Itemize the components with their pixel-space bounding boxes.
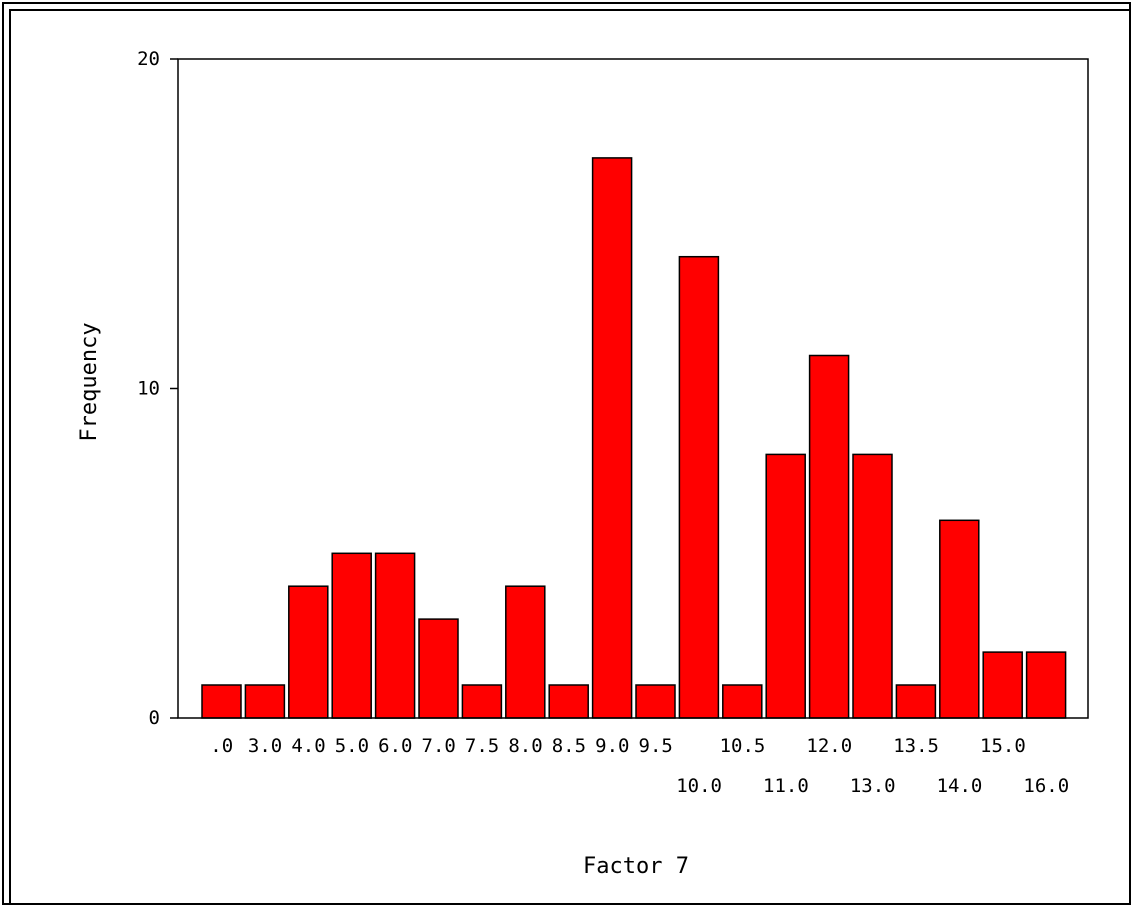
x-tick-label: 9.0 — [595, 735, 629, 757]
x-tick-label: .0 — [210, 735, 233, 757]
bar-10.5 — [722, 684, 763, 719]
x-tick-label: 3.0 — [248, 735, 282, 757]
bar-14.0 — [939, 519, 980, 719]
bar-12.0 — [808, 354, 850, 719]
bar-7.5 — [461, 684, 503, 719]
bar-8.0 — [505, 585, 546, 719]
x-tick-label: 16.0 — [1023, 775, 1069, 797]
bar-9.0 — [591, 157, 633, 719]
x-tick-label: 11.0 — [763, 775, 809, 797]
x-tick-label: 7.5 — [465, 735, 499, 757]
y-axis-label: Frequency — [77, 322, 102, 441]
bar-3.0 — [244, 684, 286, 719]
bar-4.0 — [288, 585, 329, 719]
bars-group — [201, 157, 1067, 719]
x-tick-label: 8.0 — [508, 735, 542, 757]
bar-9.5 — [635, 684, 676, 719]
x-axis-tick-labels: .0 3.0 4.0 5.0 6.0 7.0 7.5 8.0 8.5 9.0 9.510.0 10.5… — [210, 735, 1069, 797]
inner-frame-border — [9, 9, 1131, 905]
x-tick-label: 8.5 — [552, 735, 586, 757]
bar-5.0 — [331, 552, 372, 719]
bar-.0 — [201, 684, 242, 719]
bar-11.0 — [765, 453, 806, 719]
x-tick-label: 15.0 — [980, 735, 1026, 757]
bar-15.0 — [982, 651, 1023, 719]
x-tick-label: 13.0 — [850, 775, 896, 797]
x-tick-label: 10.5 — [720, 735, 766, 757]
x-tick-label: 13.5 — [893, 735, 939, 757]
y-axis-ticks: 0 10 20 — [137, 48, 178, 729]
y-tick-label: 20 — [137, 48, 160, 70]
x-tick-label: 5.0 — [335, 735, 369, 757]
x-tick-label: 12.0 — [806, 735, 852, 757]
bar-7.0 — [418, 618, 459, 719]
bar-6.0 — [374, 552, 416, 719]
x-tick-label: 4.0 — [291, 735, 325, 757]
x-tick-label: 6.0 — [378, 735, 412, 757]
bar-13.0 — [852, 453, 893, 719]
y-tick-label: 10 — [137, 378, 160, 400]
x-tick-label: 7.0 — [422, 735, 456, 757]
bar-10.0 — [678, 255, 720, 719]
x-tick-label: 14.0 — [937, 775, 983, 797]
x-tick-label: 9.5 — [639, 735, 673, 757]
x-tick-label: 10.0 — [676, 775, 722, 797]
y-tick-label: 0 — [149, 707, 160, 729]
x-axis-label: Factor 7 — [583, 854, 689, 879]
bar-8.5 — [548, 684, 589, 719]
bar-16.0 — [1025, 651, 1067, 719]
bar-13.5 — [895, 684, 937, 719]
